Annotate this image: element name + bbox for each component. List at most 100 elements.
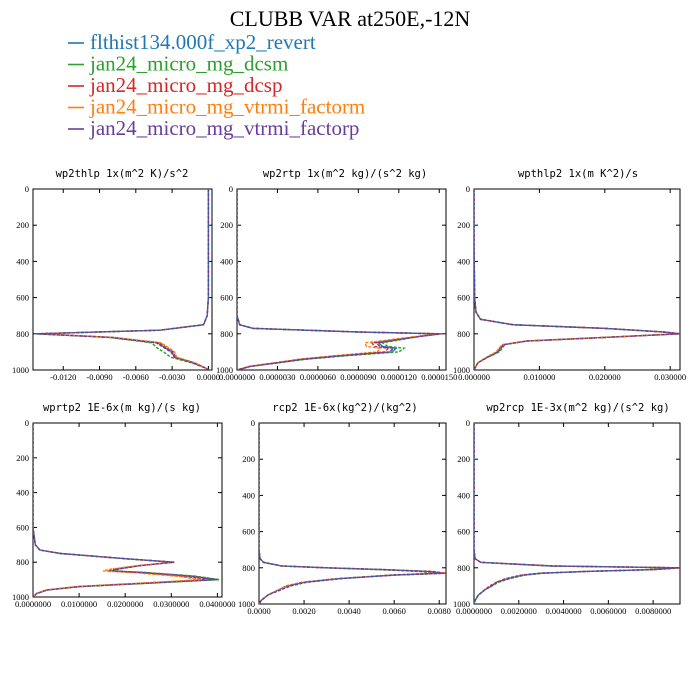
panels: wp2thlp 1x(m^2 K)/s^2 0 200 400 600 800 1000 -0… bbox=[12, 168, 686, 616]
x-tick-label: 0.0000 bbox=[197, 372, 220, 382]
y-tick-label: 0 bbox=[229, 184, 233, 194]
series-line bbox=[474, 423, 680, 604]
x-tick-label: 0.000000 bbox=[458, 372, 490, 382]
series-line bbox=[474, 189, 680, 370]
x-tick-label: 0.0000150 bbox=[421, 372, 457, 382]
legend-label: jan24_micro_mg_dcsm bbox=[89, 52, 288, 76]
y-tick-label: 1000 bbox=[12, 365, 29, 375]
series-group bbox=[33, 423, 220, 597]
x-tick-label: -0.0030 bbox=[159, 372, 185, 382]
y-tick-label: 800 bbox=[16, 329, 29, 339]
x-tick-label: 0.010000 bbox=[523, 372, 555, 382]
x-tick-label: 0.0000090 bbox=[340, 372, 376, 382]
y-tick-label: 800 bbox=[242, 563, 255, 573]
series-group bbox=[35, 189, 210, 370]
legend-entry: jan24_micro_mg_dcsm bbox=[68, 52, 288, 76]
series-line bbox=[237, 189, 440, 370]
panel-5: rcp2 1E-6x(kg^2)/(kg^2) 0 200 400 600 800 1000… bbox=[238, 402, 451, 616]
legend-label: flthist134.000f_xp2_revert bbox=[90, 30, 316, 54]
y-tick-label: 800 bbox=[220, 329, 233, 339]
x-tick-label: 0.0000000 bbox=[219, 372, 255, 382]
y-tick-label: 1000 bbox=[453, 365, 470, 375]
y-tick-label: 200 bbox=[242, 454, 255, 464]
y-tick-label: 1000 bbox=[238, 599, 255, 609]
series-group bbox=[237, 189, 443, 370]
legend-label: jan24_micro_mg_vtrmi_factorm bbox=[89, 95, 365, 119]
x-tick-label: 0.0200000 bbox=[107, 599, 143, 609]
x-tick-label: 0.0000030 bbox=[259, 372, 295, 382]
panel-4: wprtp2 1E-6x(m kg)/(s kg) 0 200 400 600 800 10… bbox=[12, 402, 235, 609]
plot-frame bbox=[236, 188, 447, 371]
x-tick-label: 0.0020 bbox=[292, 606, 315, 616]
y-tick-label: 800 bbox=[457, 563, 470, 573]
x-tick-label: 0.0400000 bbox=[199, 599, 235, 609]
x-tick-label: 0.0000000 bbox=[15, 599, 51, 609]
series-line bbox=[259, 423, 440, 604]
y-tick-label: 200 bbox=[16, 453, 29, 463]
y-tick-label: 200 bbox=[457, 454, 470, 464]
series-line bbox=[474, 189, 680, 370]
y-tick-label: 200 bbox=[220, 220, 233, 230]
y-tick-label: 1000 bbox=[453, 599, 470, 609]
y-tick-label: 400 bbox=[457, 490, 470, 500]
series-line bbox=[237, 189, 437, 370]
x-tick-label: 0.020000 bbox=[589, 372, 621, 382]
x-tick-label: 0.0080000 bbox=[635, 606, 671, 616]
y-tick-label: 0 bbox=[251, 418, 255, 428]
y-tick-label: 600 bbox=[457, 527, 470, 537]
series-line bbox=[33, 423, 206, 597]
x-tick-label: -0.0090 bbox=[86, 372, 112, 382]
series-line bbox=[36, 189, 210, 370]
x-tick-label: 0.0020000 bbox=[501, 606, 537, 616]
y-tick-label: 400 bbox=[220, 256, 233, 266]
x-tick-label: 0.0060 bbox=[382, 606, 405, 616]
x-tick-label: 0.0300000 bbox=[153, 599, 189, 609]
y-tick-label: 400 bbox=[16, 488, 29, 498]
series-line bbox=[474, 423, 678, 604]
legend-entry: jan24_micro_mg_vtrmi_factorm bbox=[68, 95, 365, 119]
series-line bbox=[259, 423, 442, 604]
legend: flthist134.000f_xp2_revertjan24_micro_mg… bbox=[68, 30, 365, 140]
x-tick-label: 0.030000 bbox=[654, 372, 686, 382]
y-tick-label: 0 bbox=[25, 184, 29, 194]
y-tick-label: 800 bbox=[16, 557, 29, 567]
y-tick-label: 600 bbox=[16, 522, 29, 532]
panel-title: wprtp2 1E-6x(m kg)/(s kg) bbox=[43, 402, 201, 414]
y-tick-label: 600 bbox=[220, 293, 233, 303]
y-tick-label: 0 bbox=[25, 418, 29, 428]
panel-title: rcp2 1E-6x(kg^2)/(kg^2) bbox=[272, 402, 417, 414]
series-line bbox=[259, 423, 446, 604]
x-tick-label: 0.0000060 bbox=[300, 372, 336, 382]
x-tick-label: 0.0080 bbox=[428, 606, 451, 616]
y-tick-label: 0 bbox=[466, 184, 470, 194]
series-group bbox=[259, 423, 446, 604]
series-line bbox=[237, 189, 438, 370]
plot-frame bbox=[473, 422, 681, 605]
series-line bbox=[474, 423, 676, 604]
panel-6: wp2rcp 1E-3x(m^2 kg)/(s^2 kg) 0 200 400 600 8… bbox=[453, 402, 681, 616]
legend-entry: jan24_micro_mg_dcsp bbox=[68, 73, 282, 97]
series-line bbox=[474, 423, 672, 604]
series-line bbox=[33, 423, 220, 597]
series-group bbox=[474, 423, 680, 604]
legend-label: jan24_micro_mg_dcsp bbox=[89, 73, 282, 97]
y-tick-label: 200 bbox=[457, 220, 470, 230]
y-tick-label: 800 bbox=[457, 329, 470, 339]
legend-label: jan24_micro_mg_vtrmi_factorp bbox=[89, 116, 359, 140]
x-tick-label: -0.0120 bbox=[50, 372, 76, 382]
y-tick-label: 600 bbox=[242, 527, 255, 537]
series-line bbox=[474, 423, 680, 604]
y-tick-label: 600 bbox=[16, 293, 29, 303]
series-line bbox=[259, 423, 444, 604]
y-tick-label: 400 bbox=[457, 256, 470, 266]
figure-title: CLUBB VAR at250E,-12N bbox=[230, 6, 471, 31]
plot-frame bbox=[473, 188, 681, 371]
x-tick-label: 0.0040 bbox=[337, 606, 360, 616]
series-line bbox=[237, 189, 443, 370]
panel-1: wp2thlp 1x(m^2 K)/s^2 0 200 400 600 800 1000 -0… bbox=[12, 168, 220, 382]
x-tick-label: 0.0000000 bbox=[456, 606, 492, 616]
series-line bbox=[35, 189, 210, 370]
panel-title: wp2thlp 1x(m^2 K)/s^2 bbox=[56, 168, 189, 180]
x-tick-label: 0.0100000 bbox=[61, 599, 97, 609]
